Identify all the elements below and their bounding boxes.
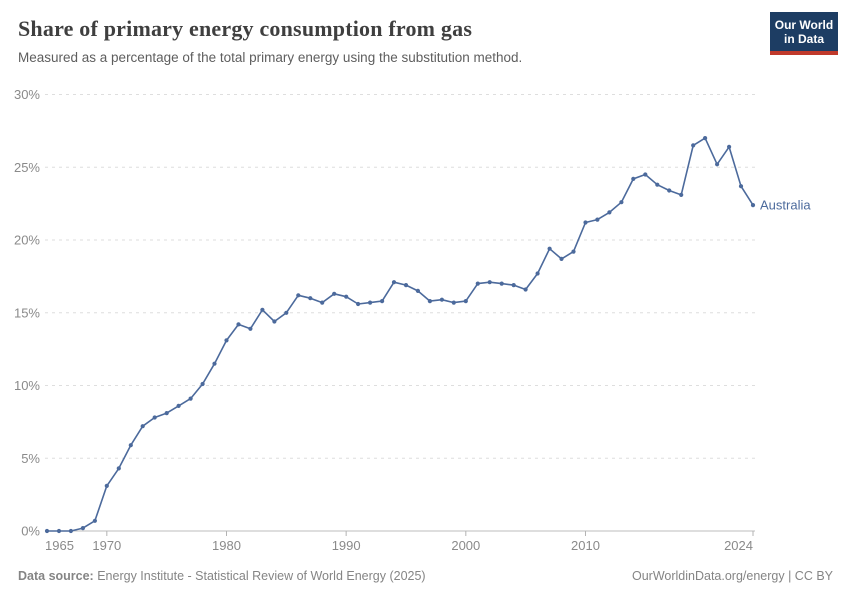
- data-point[interactable]: [547, 246, 552, 251]
- data-point[interactable]: [128, 443, 133, 448]
- data-point[interactable]: [583, 220, 588, 225]
- x-tick-label: 1970: [92, 538, 121, 553]
- data-point[interactable]: [176, 403, 181, 408]
- y-tick-label: 20%: [14, 233, 40, 248]
- data-point[interactable]: [499, 281, 504, 286]
- data-point[interactable]: [738, 184, 744, 189]
- y-tick-label: 0%: [21, 524, 40, 539]
- data-point[interactable]: [356, 301, 361, 307]
- data-point[interactable]: [44, 528, 50, 534]
- owid-logo[interactable]: Our World in Data: [770, 12, 838, 55]
- data-point[interactable]: [56, 528, 62, 534]
- x-tick-label: 1990: [332, 538, 361, 553]
- data-point[interactable]: [439, 297, 444, 302]
- series-line[interactable]: [47, 137, 754, 532]
- data-point[interactable]: [224, 338, 229, 343]
- data-point[interactable]: [308, 296, 313, 301]
- data-point[interactable]: [655, 182, 660, 187]
- y-tick-label: 30%: [14, 87, 40, 102]
- data-point[interactable]: [451, 300, 456, 305]
- data-point[interactable]: [152, 415, 157, 420]
- data-point[interactable]: [703, 136, 708, 141]
- data-point[interactable]: [284, 310, 289, 315]
- data-point[interactable]: [391, 280, 397, 285]
- data-point[interactable]: [68, 528, 73, 534]
- chart-subtitle: Measured as a percentage of the total pr…: [18, 50, 523, 65]
- data-point[interactable]: [212, 361, 217, 366]
- data-point[interactable]: [463, 299, 468, 304]
- data-point[interactable]: [427, 299, 432, 304]
- data-point[interactable]: [750, 203, 756, 208]
- data-point[interactable]: [415, 288, 420, 293]
- data-point[interactable]: [380, 299, 385, 304]
- credit-link[interactable]: OurWorldinData.org/energy | CC BY: [631, 569, 833, 583]
- page-title: Share of primary energy consumption from…: [18, 16, 473, 41]
- data-point[interactable]: [260, 307, 265, 312]
- x-tick-label: 2010: [571, 538, 600, 553]
- data-point[interactable]: [535, 271, 540, 276]
- data-point[interactable]: [595, 217, 600, 222]
- x-tick-label: 1980: [212, 538, 241, 553]
- data-source-label: Data source:: [18, 569, 94, 583]
- logo-line-2: in Data: [783, 32, 824, 46]
- data-point[interactable]: [332, 291, 337, 296]
- data-point[interactable]: [368, 300, 373, 305]
- data-point[interactable]: [619, 200, 624, 205]
- data-point[interactable]: [80, 526, 85, 531]
- data-point[interactable]: [188, 396, 193, 401]
- data-point[interactable]: [403, 283, 409, 288]
- data-point[interactable]: [559, 256, 564, 261]
- data-point[interactable]: [248, 326, 253, 331]
- x-tick-label: 1965: [45, 538, 74, 553]
- data-point[interactable]: [320, 300, 325, 305]
- chart-header: Share of primary energy consumption from…: [18, 16, 748, 65]
- data-point[interactable]: [487, 280, 492, 285]
- chart-footer: Data source: Energy Institute - Statisti…: [18, 569, 833, 583]
- x-tick-label: 2000: [451, 538, 480, 553]
- data-point[interactable]: [715, 162, 720, 167]
- data-point[interactable]: [296, 293, 301, 298]
- data-point[interactable]: [344, 294, 349, 299]
- data-point[interactable]: [164, 411, 169, 416]
- data-point[interactable]: [92, 518, 97, 523]
- data-source: Data source: Energy Institute - Statisti…: [18, 569, 426, 583]
- data-point[interactable]: [643, 172, 648, 177]
- data-point[interactable]: [607, 210, 612, 215]
- data-point[interactable]: [631, 176, 636, 181]
- data-point[interactable]: [140, 424, 145, 429]
- data-point[interactable]: [475, 281, 480, 286]
- y-tick-label: 15%: [14, 305, 40, 320]
- data-point[interactable]: [272, 319, 277, 324]
- data-point[interactable]: [200, 381, 205, 387]
- data-source-text: Energy Institute - Statistical Review of…: [93, 569, 426, 583]
- data-point[interactable]: [667, 188, 672, 193]
- data-point[interactable]: [691, 143, 696, 148]
- data-point[interactable]: [104, 483, 109, 488]
- data-point[interactable]: [116, 466, 121, 471]
- data-point[interactable]: [571, 249, 576, 254]
- data-point[interactable]: [727, 144, 732, 149]
- logo-line-1: Our World: [774, 18, 834, 32]
- x-tick-label: 2024: [724, 538, 753, 553]
- y-tick-label: 5%: [21, 451, 40, 466]
- data-point[interactable]: [679, 192, 684, 197]
- y-tick-label: 25%: [14, 160, 40, 175]
- data-point[interactable]: [236, 322, 241, 327]
- data-point[interactable]: [511, 283, 516, 288]
- y-tick-label: 10%: [14, 378, 40, 393]
- data-point[interactable]: [523, 287, 528, 292]
- series-end-label: Australia: [760, 198, 811, 213]
